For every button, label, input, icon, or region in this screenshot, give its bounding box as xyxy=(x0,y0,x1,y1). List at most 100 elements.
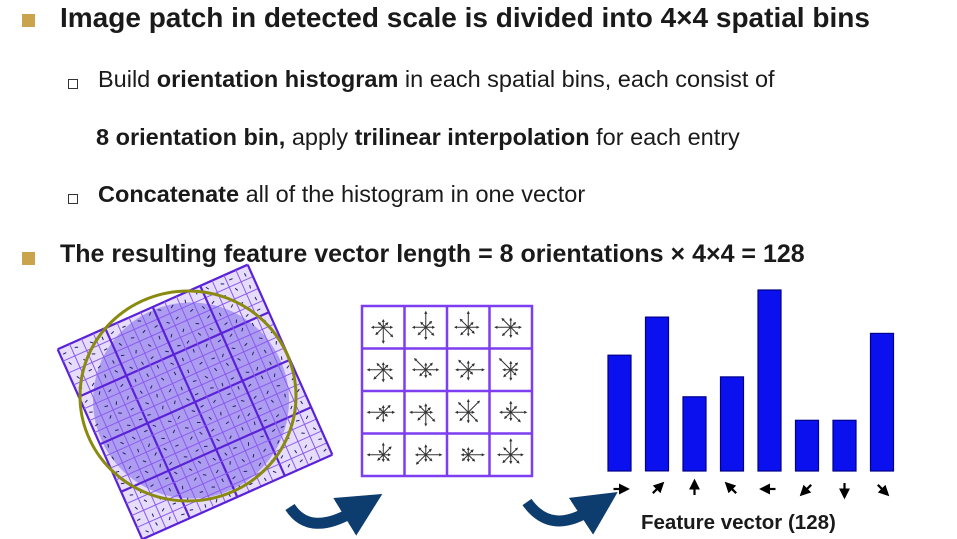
gradient-sample-icon xyxy=(225,421,230,425)
gradient-sample-icon xyxy=(170,304,174,309)
arrow-northwest-icon xyxy=(724,481,737,494)
orientation-ray xyxy=(413,357,427,371)
gradient-sample-icon xyxy=(167,420,172,423)
gradient-sample-icon xyxy=(112,360,115,364)
gradient-sample-icon xyxy=(273,373,276,378)
gradient-sample-icon xyxy=(270,399,274,403)
gradient-sample-icon xyxy=(154,452,157,456)
patch-grid-line xyxy=(110,382,301,469)
orientation-ray xyxy=(382,364,389,371)
orientation-ray xyxy=(460,326,469,336)
orientation-ray xyxy=(510,326,519,335)
gradient-sample-icon xyxy=(280,455,284,459)
gradient-sample-icon xyxy=(168,388,172,393)
orientation-ray xyxy=(467,400,481,413)
orientation-ray xyxy=(377,321,384,328)
orientation-star-icon xyxy=(497,438,524,465)
gradient-sample-icon xyxy=(280,356,283,360)
orientation-ray xyxy=(510,447,519,456)
gradient-sample-icon xyxy=(210,387,214,389)
gradient-sample-icon xyxy=(62,352,67,355)
bullet-marker-1 xyxy=(22,14,35,27)
orientation-ray xyxy=(382,411,388,417)
orientation-ray xyxy=(510,369,517,376)
gradient-sample-icon xyxy=(192,348,195,353)
orientation-ray xyxy=(467,321,474,328)
gradient-sample-icon xyxy=(115,429,119,431)
gradient-sample-icon xyxy=(195,322,200,325)
orientation-ray xyxy=(425,369,432,376)
orientation-ray xyxy=(418,405,427,413)
orientation-star-icon xyxy=(498,357,519,381)
orientation-ray xyxy=(459,411,469,422)
patch-grid-line xyxy=(136,442,328,528)
gradient-sample-icon xyxy=(141,361,144,366)
gradient-sample-icon xyxy=(130,407,134,411)
gradient-sample-icon xyxy=(233,447,237,449)
gradient-sample-icon xyxy=(76,375,80,379)
gradient-sample-icon xyxy=(272,470,277,474)
orientation-star-icon xyxy=(460,447,485,463)
gradient-sample-icon xyxy=(256,308,261,311)
orientation-star-icon xyxy=(454,398,481,424)
gradient-sample-icon xyxy=(165,477,169,480)
gradient-sample-icon xyxy=(134,378,137,383)
gradient-sample-icon xyxy=(189,308,194,312)
gradient-sample-icon xyxy=(110,331,115,335)
gradient-sample-icon xyxy=(175,444,179,447)
orientation-ray xyxy=(503,369,512,378)
gradient-sample-icon xyxy=(136,475,140,479)
gradient-sample-icon xyxy=(211,300,215,305)
orientation-ray xyxy=(425,320,433,328)
gradient-sample-icon xyxy=(243,470,248,473)
gradient-sample-icon xyxy=(240,400,245,402)
orientation-ray xyxy=(382,404,391,413)
gradient-sample-icon xyxy=(197,332,202,336)
gradient-sample-icon xyxy=(170,362,175,365)
gradient-sample-icon xyxy=(237,358,241,361)
gradient-sample-icon xyxy=(89,411,93,413)
gradient-sample-icon xyxy=(129,494,134,496)
gradient-sample-icon xyxy=(244,342,248,347)
text-spatial-bins: in each spatial bins, each consist of xyxy=(398,66,775,92)
gradient-sample-icon xyxy=(241,426,244,431)
gradient-sample-icon xyxy=(187,369,190,374)
gradient-sample-icon xyxy=(256,366,259,371)
gradient-sample-icon xyxy=(221,382,224,387)
term-orientation-histogram: orientation histogram xyxy=(156,66,399,92)
gradient-sample-icon xyxy=(277,440,280,444)
orientation-star-icon xyxy=(455,359,485,381)
gradient-sample-icon xyxy=(252,454,255,458)
text-each-entry: for each entry xyxy=(589,124,740,150)
gradient-sample-icon xyxy=(156,393,158,398)
gradient-sample-icon xyxy=(145,402,149,405)
gradient-sample-icon xyxy=(157,309,162,311)
gradient-sample-icon xyxy=(241,459,245,463)
orientation-star-icon xyxy=(414,444,443,465)
gradient-sample-icon xyxy=(211,428,215,432)
patch-shading xyxy=(93,302,290,499)
gradient-sample-icon xyxy=(232,476,236,480)
gradient-sample-icon xyxy=(208,416,212,420)
patch-grid-line xyxy=(105,371,296,457)
orientation-ray xyxy=(376,362,384,371)
gradient-sample-icon xyxy=(290,405,293,410)
gradient-sample-icon xyxy=(182,328,185,333)
gradient-sample-icon xyxy=(130,337,135,339)
arrow-southwest-icon xyxy=(799,484,812,497)
gradient-sample-icon xyxy=(101,336,104,341)
gradient-sample-icon xyxy=(309,456,313,461)
term-trilinear-interpolation: trilinear interpolation xyxy=(354,124,590,150)
gradient-sample-icon xyxy=(263,448,267,452)
orientation-ray xyxy=(467,454,476,462)
gradient-sample-icon xyxy=(111,456,115,460)
orientation-ray xyxy=(510,321,517,328)
sub-bullet-2-text: Concatenate all of the histogram in one … xyxy=(98,181,585,208)
gradient-sample-icon xyxy=(263,477,267,482)
gradient-sample-icon xyxy=(202,474,207,476)
orientation-ray xyxy=(425,454,433,462)
gradient-sample-icon xyxy=(188,468,193,471)
gradient-sample-icon xyxy=(134,506,138,510)
gradient-sample-icon xyxy=(159,463,161,468)
gradient-sample-icon xyxy=(263,419,268,422)
